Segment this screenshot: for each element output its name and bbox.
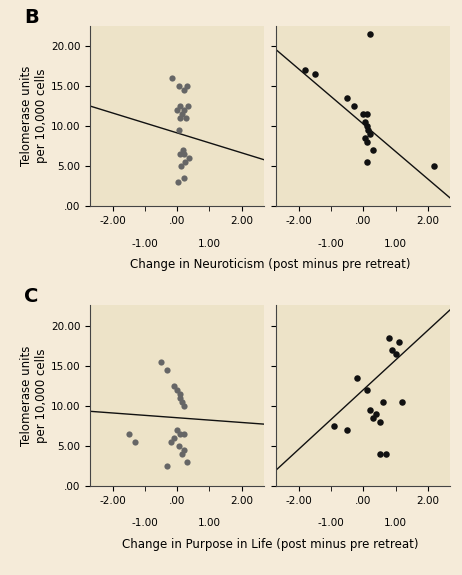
Point: [180, 105, 187, 114]
Text: Change in Neuroticism (post minus pre retreat): Change in Neuroticism (post minus pre re…: [130, 258, 411, 271]
Point: [350, 101, 358, 110]
Text: C: C: [24, 288, 38, 306]
Point: [176, 429, 184, 438]
Text: Change in Purpose in Life (post minus pre retreat): Change in Purpose in Life (post minus pr…: [122, 538, 419, 551]
Point: [181, 174, 188, 183]
Point: [385, 333, 393, 342]
Point: [176, 389, 184, 398]
Point: [363, 137, 371, 147]
Point: [365, 125, 372, 135]
Point: [177, 162, 185, 171]
Point: [175, 441, 182, 450]
Point: [158, 357, 165, 366]
Point: [431, 162, 438, 171]
Point: [376, 449, 383, 458]
Point: [180, 429, 187, 438]
Point: [180, 86, 187, 95]
Point: [366, 129, 374, 139]
Point: [373, 409, 380, 419]
Point: [382, 449, 389, 458]
Point: [178, 449, 186, 458]
Point: [170, 381, 177, 390]
Point: [311, 70, 319, 79]
Point: [360, 109, 367, 118]
Point: [376, 417, 383, 426]
Point: [176, 150, 183, 159]
Point: [395, 337, 402, 346]
Point: [370, 413, 377, 422]
Point: [179, 145, 187, 155]
Point: [164, 461, 171, 470]
Point: [173, 385, 181, 394]
Point: [178, 109, 186, 118]
Point: [182, 158, 189, 167]
Point: [164, 365, 171, 374]
Text: -1.00: -1.00: [132, 518, 158, 528]
Point: [344, 425, 351, 434]
Point: [173, 425, 181, 434]
Point: [173, 105, 181, 114]
Point: [363, 385, 371, 394]
Point: [361, 117, 369, 126]
Point: [181, 150, 188, 159]
Point: [361, 133, 369, 143]
Point: [370, 145, 377, 155]
Point: [392, 349, 399, 358]
Point: [180, 401, 187, 411]
Point: [132, 437, 139, 446]
Point: [363, 109, 371, 118]
Y-axis label: Telomerase units
per 10,000 cells: Telomerase units per 10,000 cells: [20, 66, 48, 166]
Point: [178, 397, 186, 407]
Point: [363, 158, 371, 167]
Point: [344, 93, 351, 102]
Point: [353, 373, 361, 382]
Point: [302, 66, 309, 75]
Y-axis label: Telomerase units
per 10,000 cells: Telomerase units per 10,000 cells: [20, 346, 48, 446]
Text: -1.00: -1.00: [132, 239, 158, 249]
Point: [174, 178, 182, 187]
Point: [389, 345, 396, 354]
Text: 1.00: 1.00: [384, 518, 407, 528]
Point: [182, 113, 190, 122]
Point: [183, 457, 190, 466]
Point: [175, 125, 182, 135]
Point: [366, 405, 374, 415]
Point: [183, 82, 190, 91]
Point: [180, 445, 187, 454]
Text: -1.00: -1.00: [318, 239, 345, 249]
Point: [175, 82, 182, 91]
Point: [169, 74, 176, 83]
Point: [176, 101, 184, 110]
Point: [185, 101, 192, 110]
Point: [363, 121, 371, 131]
Point: [125, 429, 133, 438]
Point: [398, 397, 406, 407]
Point: [176, 393, 184, 402]
Text: 1.00: 1.00: [198, 239, 221, 249]
Point: [176, 113, 183, 122]
Text: B: B: [24, 8, 39, 27]
Point: [186, 154, 193, 163]
Point: [170, 433, 177, 442]
Point: [167, 437, 174, 446]
Text: 1.00: 1.00: [198, 518, 221, 528]
Text: -1.00: -1.00: [318, 518, 345, 528]
Point: [366, 29, 374, 39]
Point: [379, 397, 386, 407]
Text: 1.00: 1.00: [384, 239, 407, 249]
Point: [331, 421, 338, 430]
